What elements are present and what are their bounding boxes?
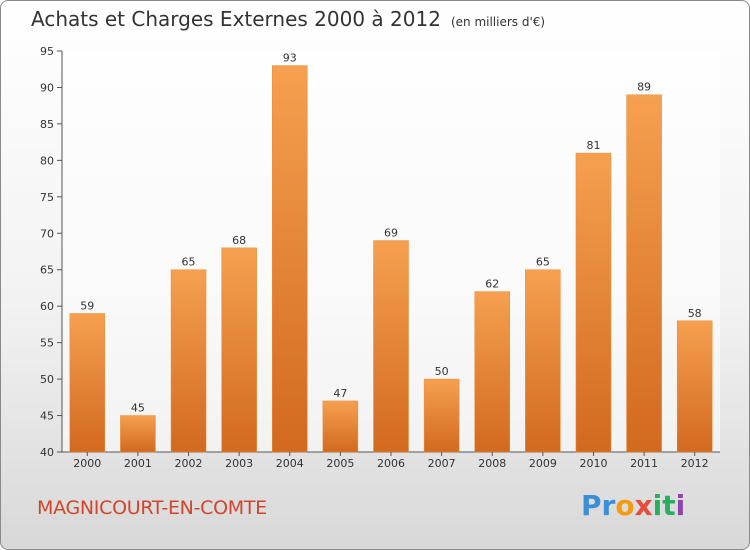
logo-letter: t [662,489,676,522]
logo-letter: r [601,489,616,522]
commune-name: MAGNICOURT-EN-COMTE [37,497,267,519]
chart-title: Achats et Charges Externes 2000 à 2012 (e… [31,7,545,31]
bar [373,240,409,453]
bar-value-label: 58 [688,307,702,320]
y-tick-label: 90 [40,81,54,94]
x-tick-label: 2010 [579,457,607,470]
x-tick-label: 2009 [529,457,557,470]
x-tick-label: 2011 [630,457,658,470]
bar [221,247,257,453]
y-tick-label: 45 [40,410,54,423]
logo-letter: i [652,489,663,522]
logo-letter: x [634,489,653,522]
bar-value-label: 89 [637,81,651,94]
y-tick-label: 70 [40,227,54,240]
x-tick-label: 2006 [377,457,405,470]
x-tick-label: 2003 [225,457,253,470]
bar-value-label: 81 [586,139,600,152]
y-tick-label: 55 [40,337,54,350]
y-tick-label: 60 [40,300,54,313]
bar [69,313,106,453]
y-tick-label: 50 [40,373,54,386]
bar-value-label: 50 [435,365,449,378]
y-tick-label: 75 [40,191,54,204]
bar-value-label: 59 [80,299,94,312]
y-tick-label: 95 [40,45,54,58]
x-tick-label: 2000 [73,457,101,470]
bar [272,65,308,453]
y-tick-label: 85 [40,118,54,131]
y-tick-label: 80 [40,154,54,167]
chart-subtitle: (en milliers d'€) [450,15,546,29]
logo-letter: P [581,489,602,522]
bar [170,269,207,453]
x-tick-label: 2012 [681,457,709,470]
bar-value-label: 62 [485,278,499,291]
x-tick-label: 2004 [276,457,304,470]
bar-value-label: 68 [232,234,246,247]
bar-value-label: 69 [384,227,398,240]
bar [676,320,713,453]
bar-value-label: 93 [283,52,297,65]
bar [474,291,510,453]
x-tick-label: 2002 [175,457,203,470]
bar [626,94,662,453]
bar-value-label: 45 [131,402,145,415]
x-tick-label: 2008 [478,457,506,470]
logo-letter: i [675,489,686,522]
bar [423,378,460,453]
logo-letter: o [615,489,635,522]
x-tick-label: 2005 [326,457,354,470]
y-tick-label: 40 [40,446,54,459]
bar [322,400,359,453]
y-tick-label: 65 [40,264,54,277]
bar-value-label: 65 [182,256,196,269]
bar-value-label: 47 [333,387,347,400]
bar [120,415,156,453]
x-tick-label: 2007 [428,457,456,470]
bar [575,152,612,453]
x-tick-label: 2001 [124,457,152,470]
proxiti-logo: Proxiti [581,489,685,522]
bar [525,269,561,453]
bar-value-label: 65 [536,256,550,269]
chart-title-text: Achats et Charges Externes 2000 à 2012 [31,7,441,31]
